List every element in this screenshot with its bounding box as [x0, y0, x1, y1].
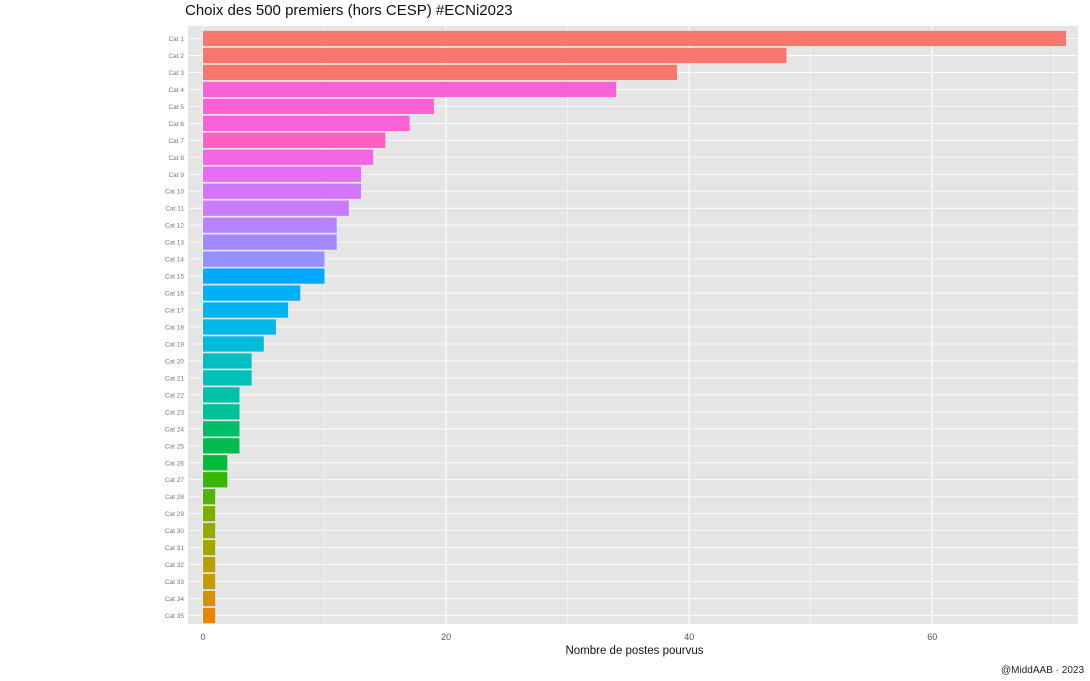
- bar: [203, 200, 349, 216]
- category-label: Cat 22: [165, 392, 185, 399]
- bar: [203, 421, 240, 437]
- bar: [203, 319, 276, 335]
- category-label: Cat 32: [165, 562, 185, 569]
- category-label: Cat 21: [165, 375, 185, 382]
- bar: [203, 234, 337, 250]
- category-label: Cat 9: [168, 172, 184, 179]
- category-label: Cat 29: [165, 511, 185, 518]
- category-label: Cat 6: [168, 121, 184, 128]
- category-label: Cat 13: [165, 240, 185, 247]
- category-label: Cat 3: [168, 70, 184, 77]
- bar: [203, 438, 240, 454]
- category-label: Cat 23: [165, 409, 185, 416]
- bar: [203, 556, 216, 573]
- category-label: Cat 19: [165, 341, 185, 348]
- bars-group: [203, 30, 1066, 624]
- bar: [203, 132, 386, 148]
- bar: [203, 149, 374, 165]
- category-label: Cat 33: [165, 579, 185, 586]
- category-label: Cat 34: [165, 596, 185, 603]
- category-label: Cat 16: [165, 291, 185, 298]
- category-label: Cat 17: [165, 308, 185, 315]
- bar: [203, 455, 228, 471]
- bar: [203, 489, 216, 505]
- bar: [203, 251, 325, 267]
- x-tick-label: 20: [441, 632, 451, 642]
- bar: [203, 607, 216, 624]
- category-label: Cat 12: [165, 223, 185, 230]
- category-label: Cat 5: [168, 104, 184, 111]
- bar: [203, 285, 301, 301]
- bar: [203, 47, 787, 64]
- bar: [203, 353, 252, 369]
- chart-title: Choix des 500 premiers (hors CESP) #ECNi…: [185, 2, 513, 19]
- bar: [203, 539, 216, 556]
- category-label: Cat 18: [165, 325, 185, 332]
- bar: [203, 98, 434, 115]
- category-label: Cat 30: [165, 528, 185, 535]
- bar: [203, 370, 252, 386]
- category-label: Cat 2: [168, 53, 184, 60]
- category-label: Cat 26: [165, 460, 185, 467]
- category-label: Cat 7: [168, 138, 184, 145]
- bar: [203, 81, 617, 98]
- category-labels: Cat 1 Cat 2 Cat 3 Cat 4 Cat 5 Cat 6 Cat 7 Cat 8…: [165, 36, 185, 620]
- bar: [203, 166, 362, 182]
- bar: [203, 573, 216, 590]
- bar: [203, 506, 216, 522]
- bar: [203, 590, 216, 607]
- plot-background: [188, 26, 1078, 624]
- category-label: Cat 27: [165, 477, 185, 484]
- category-label: Cat 14: [165, 257, 185, 264]
- x-tick-label: 40: [684, 632, 694, 642]
- category-label: Cat 24: [165, 426, 185, 433]
- category-label: Cat 31: [165, 545, 185, 552]
- bar: [203, 387, 240, 403]
- bar: [203, 302, 289, 318]
- x-tick-label: 0: [200, 632, 205, 642]
- bar: [203, 336, 264, 352]
- category-label: Cat 4: [168, 87, 184, 94]
- bar: [203, 472, 228, 488]
- category-label: Cat 11: [165, 206, 184, 213]
- bar: [203, 268, 325, 284]
- bar: [203, 30, 1066, 47]
- bar: [203, 183, 362, 199]
- category-label: Cat 20: [165, 358, 185, 365]
- x-axis-title: Nombre de postes pourvus: [565, 645, 704, 657]
- category-label: Cat 8: [168, 155, 184, 162]
- x-tick-label: 60: [927, 632, 937, 642]
- category-label: Cat 25: [165, 443, 185, 450]
- category-label: Cat 28: [165, 494, 185, 501]
- category-label: Cat 35: [165, 613, 185, 620]
- bar: [203, 523, 216, 539]
- bar: [203, 115, 410, 131]
- bar: [203, 217, 337, 233]
- credit-text: @MiddAAB · 2023: [1001, 665, 1084, 676]
- bar: [203, 64, 678, 81]
- x-tick-labels: 0 20 40 60: [200, 632, 937, 642]
- category-label: Cat 10: [165, 189, 185, 196]
- category-label: Cat 1: [168, 36, 184, 43]
- category-label: Cat 15: [165, 274, 185, 281]
- bar: [203, 404, 240, 420]
